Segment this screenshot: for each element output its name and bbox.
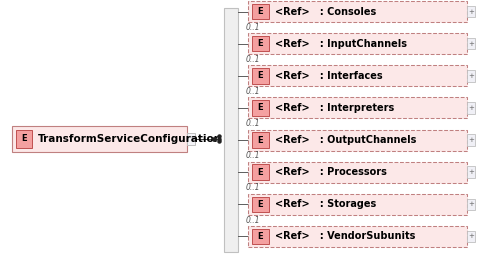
FancyBboxPatch shape xyxy=(467,134,475,146)
FancyBboxPatch shape xyxy=(467,102,475,114)
Text: 0..1: 0..1 xyxy=(246,87,260,96)
Text: +: + xyxy=(468,41,474,47)
FancyBboxPatch shape xyxy=(248,33,467,54)
Text: +: + xyxy=(468,137,474,143)
FancyBboxPatch shape xyxy=(467,231,475,242)
Text: 0..1: 0..1 xyxy=(246,216,260,225)
Text: <Ref>   : Interfaces: <Ref> : Interfaces xyxy=(275,71,382,81)
FancyBboxPatch shape xyxy=(252,164,269,180)
FancyBboxPatch shape xyxy=(252,197,269,212)
Text: +: + xyxy=(468,169,474,175)
FancyBboxPatch shape xyxy=(467,198,475,210)
Text: +: + xyxy=(468,8,474,15)
Text: E: E xyxy=(257,135,263,145)
Text: 0..1: 0..1 xyxy=(246,151,260,160)
FancyBboxPatch shape xyxy=(252,36,269,51)
Text: <Ref>   : Consoles: <Ref> : Consoles xyxy=(275,7,376,16)
FancyBboxPatch shape xyxy=(467,38,475,49)
Text: <Ref>   : Storages: <Ref> : Storages xyxy=(275,199,376,209)
Text: <Ref>   : VendorSubunits: <Ref> : VendorSubunits xyxy=(275,232,415,241)
Text: TransformServiceConfiguration: TransformServiceConfiguration xyxy=(38,134,222,144)
Text: E: E xyxy=(257,39,263,48)
Text: <Ref>   : InputChannels: <Ref> : InputChannels xyxy=(275,39,406,49)
FancyBboxPatch shape xyxy=(224,8,238,252)
FancyBboxPatch shape xyxy=(248,1,467,22)
Text: <Ref>   : Processors: <Ref> : Processors xyxy=(275,167,386,177)
FancyBboxPatch shape xyxy=(12,126,187,152)
Text: E: E xyxy=(257,103,263,113)
Text: +: + xyxy=(468,105,474,111)
FancyBboxPatch shape xyxy=(248,162,467,183)
FancyBboxPatch shape xyxy=(252,132,269,148)
Text: E: E xyxy=(257,200,263,209)
FancyBboxPatch shape xyxy=(467,70,475,82)
FancyBboxPatch shape xyxy=(248,65,467,86)
FancyBboxPatch shape xyxy=(16,130,32,148)
FancyBboxPatch shape xyxy=(187,133,195,145)
Text: 0..1: 0..1 xyxy=(246,183,260,192)
FancyBboxPatch shape xyxy=(252,229,269,244)
Text: +: + xyxy=(468,233,474,240)
Text: E: E xyxy=(257,168,263,177)
Text: E: E xyxy=(21,134,27,143)
Text: +: + xyxy=(468,73,474,79)
Text: +: + xyxy=(468,201,474,207)
FancyBboxPatch shape xyxy=(248,194,467,215)
FancyBboxPatch shape xyxy=(467,167,475,178)
FancyBboxPatch shape xyxy=(467,6,475,17)
FancyBboxPatch shape xyxy=(252,68,269,84)
FancyBboxPatch shape xyxy=(248,226,467,247)
Text: 0..1: 0..1 xyxy=(246,119,260,128)
FancyBboxPatch shape xyxy=(252,4,269,19)
Text: <Ref>   : OutputChannels: <Ref> : OutputChannels xyxy=(275,135,416,145)
FancyBboxPatch shape xyxy=(252,100,269,116)
FancyBboxPatch shape xyxy=(248,130,467,151)
Text: E: E xyxy=(257,71,263,80)
FancyBboxPatch shape xyxy=(248,97,467,118)
Text: E: E xyxy=(257,7,263,16)
Text: <Ref>   : Interpreters: <Ref> : Interpreters xyxy=(275,103,394,113)
Text: 0..1: 0..1 xyxy=(246,23,260,32)
Text: 0..1: 0..1 xyxy=(246,55,260,64)
Text: E: E xyxy=(257,232,263,241)
